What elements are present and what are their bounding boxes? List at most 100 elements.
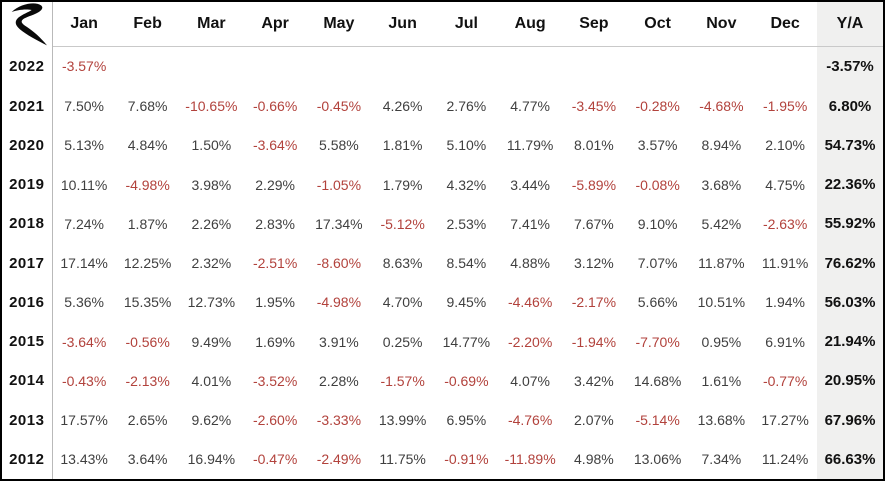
return-cell: 5.36% (64, 294, 104, 311)
year-label: 2021 (2, 86, 53, 126)
return-cell: -0.47% (252, 451, 298, 468)
return-cell: 6.91% (765, 333, 805, 350)
return-cell: 2.10% (765, 137, 805, 154)
return-cell: 3.57% (637, 137, 678, 154)
return-cell: 13.68% (697, 412, 746, 429)
return-cell: 7.41% (510, 215, 550, 232)
return-cell: -3.64% (252, 137, 298, 154)
return-cell: -2.49% (316, 451, 362, 468)
return-cell (690, 46, 754, 86)
return-cell: -5.12% (380, 215, 425, 232)
month-header-dec: Dec (753, 2, 817, 47)
return-cell: 13.06% (633, 451, 682, 468)
header-row: Jan Feb Mar Apr May Jun Jul Aug Sep Oct Nov Dec Y/A (2, 2, 883, 47)
return-cell: -1.94% (571, 333, 617, 350)
return-cell: 5.10% (446, 137, 487, 154)
return-cell (307, 46, 371, 86)
ytd-accumulated-cell: 20.95% (817, 361, 883, 401)
year-label: 2022 (2, 46, 53, 87)
return-cell: 12.73% (187, 294, 236, 311)
return-cell: 4.07% (510, 372, 550, 389)
return-cell: 2.65% (127, 412, 168, 429)
year-row-2020: 2020 5.13% 4.84% 1.50% -3.64% 5.58% 1.81% 5.10%… (2, 125, 883, 165)
return-cell: 2.26% (191, 215, 232, 232)
return-cell: 7.50% (64, 98, 104, 115)
ytd-accumulated-cell: 56.03% (817, 282, 883, 322)
return-cell: 14.68% (633, 372, 682, 389)
return-cell (243, 46, 307, 86)
return-cell: 5.58% (319, 137, 359, 154)
return-cell: 17.57% (60, 412, 108, 429)
return-cell: 2.29% (255, 176, 295, 193)
month-header-jul: Jul (434, 2, 499, 47)
year-row-2017: 2017 17.14% 12.25% 2.32% -2.51% -8.60% 8.63% 8.… (2, 243, 883, 283)
return-cell: -3.64% (61, 333, 107, 350)
year-row-2019: 2019 10.11% -4.98% 3.98% 2.29% -1.05% 1.79% 4.3… (2, 164, 883, 205)
year-row-2021: 2021 7.50% 7.68% -10.65% -0.66% -0.45% 4.26% 2.… (2, 86, 883, 126)
return-cell: 3.12% (574, 255, 614, 272)
return-cell: -2.63% (762, 215, 808, 232)
ytd-accumulated-cell: 6.80% (817, 86, 883, 126)
year-label: 2015 (2, 321, 53, 362)
ytd-accumulated-cell: 22.36% (817, 164, 883, 205)
returns-table-body: 2022 -3.57% -3.57% 2021 7.50% 7.68% -10.65% -0.… (2, 46, 883, 479)
return-cell: -10.65% (185, 98, 238, 115)
return-cell: -1.57% (380, 372, 425, 389)
return-cell: 10.11% (60, 176, 108, 193)
return-cell (498, 46, 562, 86)
return-cell: -2.20% (507, 333, 553, 350)
return-cell: -5.14% (635, 412, 680, 429)
month-header-apr: Apr (243, 2, 307, 47)
return-cell: -0.77% (762, 372, 808, 389)
return-cell: 7.24% (64, 215, 104, 232)
return-cell: -1.95% (762, 98, 808, 115)
return-cell: 9.62% (191, 412, 232, 429)
ytd-accumulated-cell: 66.63% (817, 439, 883, 479)
return-cell: -11.89% (504, 451, 556, 468)
return-cell: -4.46% (507, 294, 553, 311)
return-cell: -3.33% (316, 412, 362, 429)
return-cell: 0.25% (382, 333, 423, 350)
year-row-2014: 2014 -0.43% -2.13% 4.01% -3.52% 2.28% -1.57% -0… (2, 361, 883, 401)
return-cell: 4.84% (127, 137, 168, 154)
return-cell: 7.34% (701, 451, 742, 468)
return-cell: 7.68% (127, 98, 168, 115)
year-label: 2019 (2, 164, 53, 205)
return-cell: 3.44% (510, 176, 550, 193)
year-row-2016: 2016 5.36% 15.35% 12.73% 1.95% -4.98% 4.70% 9.4… (2, 282, 883, 322)
return-cell: 4.77% (510, 98, 550, 115)
return-cell: 14.77% (442, 333, 491, 350)
return-cell (116, 46, 180, 86)
return-cell: 2.83% (255, 215, 295, 232)
return-cell: 4.75% (765, 176, 805, 193)
return-cell: -4.98% (316, 294, 362, 311)
return-cell: 5.42% (701, 215, 742, 232)
return-cell: -8.60% (316, 255, 362, 272)
return-cell: 12.25% (123, 255, 172, 272)
return-cell: 11.79% (506, 137, 554, 154)
return-cell: 1.81% (382, 137, 423, 154)
return-cell: 7.67% (574, 215, 614, 232)
month-header-jan: Jan (52, 2, 116, 47)
year-row-2018: 2018 7.24% 1.87% 2.26% 2.83% 17.34% -5.12% 2.53… (2, 204, 883, 244)
month-header-aug: Aug (498, 2, 562, 47)
return-cell: 4.01% (191, 372, 232, 389)
return-cell: 9.10% (637, 215, 678, 232)
month-header-nov: Nov (689, 2, 754, 47)
return-cell: -4.68% (699, 98, 744, 115)
month-header-feb: Feb (115, 2, 180, 47)
return-cell: 11.24% (761, 451, 809, 468)
ya-column-header: Y/A (817, 2, 883, 47)
return-cell: 2.76% (446, 98, 487, 115)
return-cell: -2.13% (125, 372, 170, 389)
return-cell: -0.43% (61, 372, 107, 389)
return-cell: -0.56% (125, 333, 170, 350)
return-cell: 1.69% (255, 333, 295, 350)
return-cell: -2.17% (571, 294, 617, 311)
return-cell: 3.68% (701, 176, 742, 193)
return-cell: 9.49% (191, 333, 232, 350)
month-header-oct: Oct (625, 2, 690, 47)
return-cell: 4.32% (446, 176, 487, 193)
year-label: 2017 (2, 243, 53, 283)
